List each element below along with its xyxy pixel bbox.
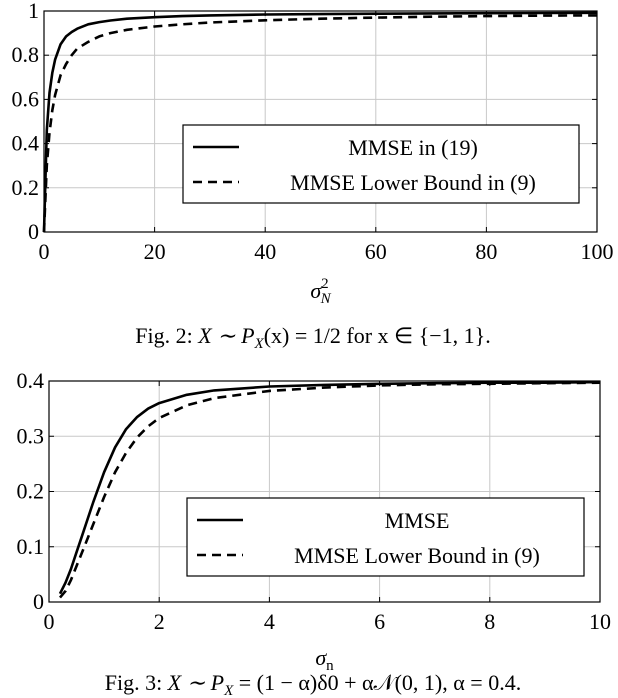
legend-box — [182, 124, 580, 204]
y-tick-label: 0.8 — [12, 42, 40, 67]
y-tick-label: 0.6 — [12, 86, 40, 111]
x-tick-label: 2 — [154, 609, 165, 634]
x-tick-label: 40 — [254, 239, 276, 264]
x-tick-label: 60 — [365, 239, 387, 264]
series-line-1 — [42, 11, 598, 233]
x-tick-label: 0 — [39, 239, 50, 264]
y-tick-label: 0.1 — [17, 534, 45, 559]
y-tick-label: 0.2 — [12, 175, 40, 200]
x-tick-label: 4 — [264, 609, 275, 634]
y-tick-label: 0.4 — [12, 131, 40, 156]
y-tick-label: 0 — [33, 589, 44, 614]
legend-label-1: MMSE — [385, 508, 450, 533]
y-tick-label: 0 — [28, 219, 39, 244]
x-axis-label: σn — [315, 645, 334, 674]
legend-box — [186, 497, 585, 577]
y-tick-label: 0.2 — [17, 479, 45, 504]
legend-label-1: MMSE in (19) — [348, 135, 478, 160]
caption-fig3: Fig. 3: X ∼ PX = (1 − α)δ0 + α𝒩(0, 1), α… — [105, 670, 521, 698]
chart-1: 0 20 40 60 80 100 0 0.2 0.4 0.6 0.8 1 σ2 N MMSE in (19… — [12, 0, 614, 307]
x-tick-label: 80 — [475, 239, 497, 264]
series-line-1 — [58, 380, 601, 595]
x-axis-label: σ2 N — [310, 276, 331, 307]
x-tick-label: 20 — [144, 239, 166, 264]
x-tick-label: 10 — [589, 609, 611, 634]
x-tick-label: 100 — [581, 239, 614, 264]
legend-label-2: MMSE Lower Bound in (9) — [290, 170, 536, 195]
x-tick-label: 0 — [44, 609, 55, 634]
x-tick-label: 8 — [484, 609, 495, 634]
series-line-2 — [42, 14, 598, 233]
plot-frame — [43, 10, 598, 233]
y-tick-label: 0.4 — [17, 368, 45, 393]
y-tick-label: 0.3 — [17, 423, 45, 448]
x-tick-label: 6 — [374, 609, 385, 634]
caption-fig2: Fig. 2: X ∼ PX(x) = 1/2 for x ∈ {−1, 1}. — [135, 323, 490, 352]
legend-label-2: MMSE Lower Bound in (9) — [294, 543, 540, 568]
y-tick-label: 1 — [28, 0, 39, 23]
chart-2: 0 2 4 6 8 10 0 0.1 0.2 0.3 0.4 σn MMSE MMSE Lower Bou… — [17, 368, 612, 674]
series-line-2 — [59, 381, 601, 599]
